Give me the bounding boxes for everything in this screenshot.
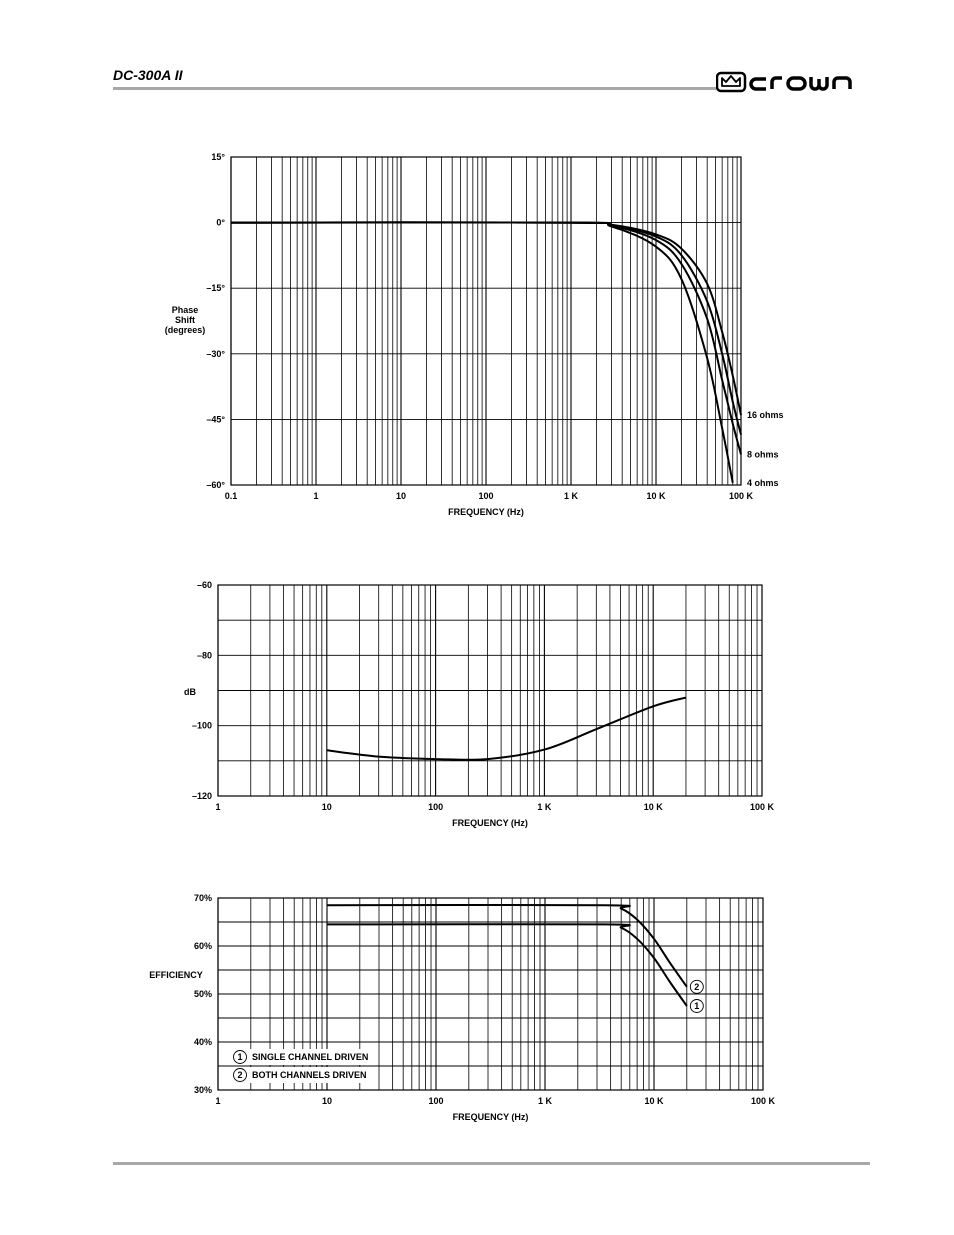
x-tick-label: 100 K bbox=[751, 1096, 776, 1106]
legend-marker bbox=[233, 1050, 247, 1064]
y-tick-label: 30% bbox=[194, 1085, 212, 1095]
y-tick-label: –45° bbox=[206, 414, 225, 424]
series-label: 4 ohms bbox=[747, 478, 779, 488]
y-tick-label: –100 bbox=[192, 721, 212, 731]
y-axis-label: Phase bbox=[172, 305, 199, 315]
y-tick-label: –80 bbox=[197, 650, 212, 660]
phase-shift-chart: 0.1 1 10 100 1 K 10 K 100 K 15° 0° –15° –30° –45° –6… bbox=[165, 152, 784, 517]
series-marker bbox=[689, 999, 704, 1013]
x-tick-label: 100 bbox=[428, 802, 443, 812]
legend-background bbox=[230, 1049, 370, 1065]
series-label: 16 ohms bbox=[747, 410, 784, 420]
y-tick-label: 15° bbox=[211, 152, 225, 162]
legend-label: BOTH CHANNELS DRIVEN bbox=[252, 1070, 367, 1080]
x-tick-label: 10 K bbox=[646, 491, 666, 501]
x-tick-label: 100 K bbox=[750, 802, 775, 812]
grid bbox=[217, 584, 762, 797]
y-tick-label: –120 bbox=[192, 791, 212, 801]
x-tick-label: 10 K bbox=[644, 802, 664, 812]
x-tick-label: 10 bbox=[322, 1096, 332, 1106]
x-tick-label: 1 bbox=[215, 802, 220, 812]
y-tick-label: –60° bbox=[206, 480, 225, 490]
x-axis-label: FREQUENCY (Hz) bbox=[453, 1112, 529, 1122]
legend-marker bbox=[233, 1068, 247, 1082]
x-tick-label: 1 K bbox=[537, 802, 552, 812]
x-tick-label: 1 bbox=[313, 491, 318, 501]
efficiency-chart: 1 10 100 1 K 10 K 100 K 70% 60% 50% 40% 30% FREQUEN… bbox=[149, 893, 776, 1122]
x-tick-label: 1 bbox=[215, 1096, 220, 1106]
x-tick-label: 100 K bbox=[729, 491, 754, 501]
y-tick-label: –15° bbox=[206, 283, 225, 293]
legend-label: SINGLE CHANNEL DRIVEN bbox=[252, 1052, 368, 1062]
x-tick-label: 10 bbox=[322, 802, 332, 812]
series-label: 8 ohms bbox=[747, 449, 779, 459]
series-line-4 bbox=[230, 221, 734, 484]
y-axis-label: (degrees) bbox=[165, 325, 206, 335]
x-tick-label: 10 K bbox=[644, 1096, 664, 1106]
y-tick-label: 40% bbox=[194, 1037, 212, 1047]
model-name: DC-300A II bbox=[113, 67, 183, 83]
legend-marker-number: 2 bbox=[237, 1070, 242, 1080]
x-axis-label: FREQUENCY (Hz) bbox=[448, 507, 524, 517]
plot-frame bbox=[230, 156, 742, 486]
x-tick-label: 100 bbox=[478, 491, 493, 501]
y-tick-label: 0° bbox=[216, 218, 225, 228]
footer-rule bbox=[113, 1162, 870, 1165]
x-axis-label: FREQUENCY (Hz) bbox=[452, 818, 528, 828]
x-tick-label: 1 K bbox=[564, 491, 579, 501]
noise-level-chart: 1 10 100 1 K 10 K 100 K –60 –80 –100 –120 FREQUENC… bbox=[184, 580, 775, 828]
y-tick-label: –60 bbox=[197, 580, 212, 590]
series-marker-number: 2 bbox=[694, 982, 699, 992]
series-line-1 bbox=[326, 903, 688, 988]
y-axis-label: dB bbox=[184, 687, 196, 697]
y-tick-label: –30° bbox=[206, 349, 225, 359]
x-tick-label: 100 bbox=[428, 1096, 443, 1106]
legend-marker-number: 1 bbox=[237, 1052, 242, 1062]
legend-background bbox=[230, 1067, 370, 1083]
x-tick-label: 10 bbox=[396, 491, 406, 501]
header-rule bbox=[113, 87, 716, 90]
series-marker bbox=[689, 979, 704, 994]
y-axis-label: EFFICIENCY bbox=[149, 970, 203, 980]
y-axis-label: Shift bbox=[175, 315, 195, 325]
plot-frame bbox=[217, 897, 764, 1091]
y-tick-label: 70% bbox=[194, 893, 212, 903]
series-marker-number: 1 bbox=[694, 1001, 699, 1011]
crown-logo bbox=[716, 71, 852, 93]
plot-frame bbox=[217, 584, 763, 797]
series-line-2 bbox=[326, 923, 688, 1007]
y-tick-label: 50% bbox=[194, 989, 212, 999]
series-line-1 bbox=[326, 696, 687, 761]
x-tick-label: 0.1 bbox=[225, 491, 238, 501]
x-tick-label: 1 K bbox=[538, 1096, 553, 1106]
grid bbox=[230, 156, 741, 486]
y-tick-label: 60% bbox=[194, 941, 212, 951]
